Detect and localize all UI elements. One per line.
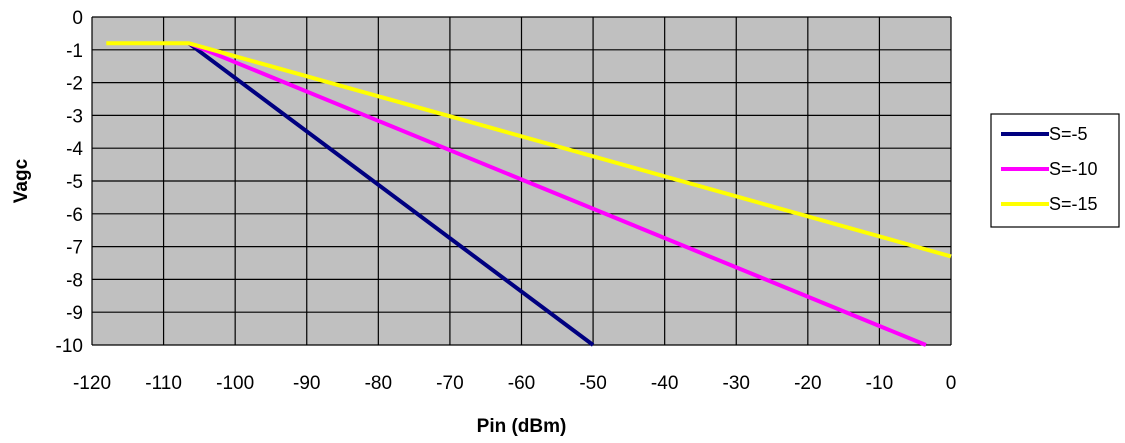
series-lines [106, 41, 952, 347]
y-tick-label: -3 [66, 106, 83, 127]
y-tick-label: -4 [66, 139, 83, 160]
x-tick-label: -120 [73, 373, 111, 394]
y-tick-label: -5 [66, 172, 83, 193]
x-tick-label: -70 [436, 373, 463, 394]
y-tick-label: 0 [72, 8, 83, 29]
series-line [187, 41, 927, 347]
legend-label: S=-5 [1049, 124, 1088, 144]
y-tick-label: -9 [66, 303, 83, 324]
x-axis-title: Pin (dBm) [477, 416, 567, 437]
x-tick-label: -90 [293, 373, 320, 394]
y-tick-label: -10 [56, 336, 83, 357]
x-tick-label: -50 [579, 373, 606, 394]
x-tick-label: -110 [145, 373, 182, 394]
x-tick-label: 0 [946, 373, 957, 394]
y-tick-label: -7 [66, 238, 83, 259]
y-tick-label: -2 [66, 74, 83, 95]
x-tick-label: -40 [651, 373, 678, 394]
legend-label: S=-15 [1049, 194, 1098, 214]
legend: S=-5 S=-10 S=-15 [990, 113, 1120, 228]
x-tick-label: -60 [508, 373, 535, 394]
y-axis-title: Vagc [11, 158, 32, 203]
x-tick-label: -80 [365, 373, 392, 394]
x-tick-label: -100 [216, 373, 254, 394]
x-tick-label: -20 [794, 373, 821, 394]
tick-labels: -120 -110 -100 -90 -80 -70 -60 -50 -40 -30 -20 -10 0… [56, 8, 957, 394]
series-line [106, 41, 952, 259]
x-tick-label: -30 [723, 373, 750, 394]
y-tick-label: -8 [66, 270, 83, 291]
y-tick-label: -6 [66, 205, 83, 226]
series-line [187, 41, 595, 347]
y-tick-label: -1 [66, 41, 83, 62]
legend-label: S=-10 [1049, 159, 1098, 179]
x-tick-label: -10 [866, 373, 893, 394]
gridlines [91, 16, 952, 346]
